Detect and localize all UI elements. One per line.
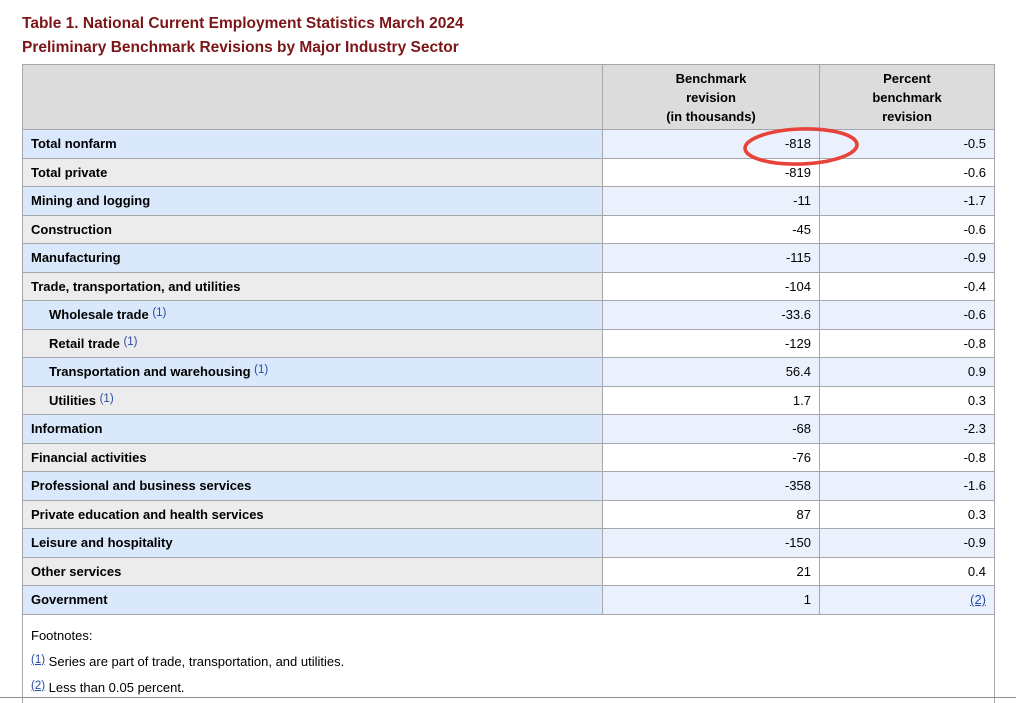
table-row: Financial activities -76 -0.8 [22,442,995,472]
benchmark-revision-value: 56.4 [602,357,820,387]
benchmark-revision-value: 87 [602,499,820,529]
footnote-marker-link[interactable]: (1) [31,653,46,666]
benchmark-revision-value: -104 [602,271,820,301]
table-row: Total nonfarm -818 -0.5 [22,129,995,159]
percent-benchmark-revision-value: -1.6 [819,471,995,501]
row-label: Other services [22,556,603,586]
percent-benchmark-revision-value: -0.8 [819,328,995,358]
percent-benchmark-revision-value: -0.8 [819,442,995,472]
row-label: Wholesale trade (1) [22,300,603,330]
bottom-divider [0,697,1016,698]
benchmark-revision-value: 21 [602,556,820,586]
row-label: Financial activities [22,442,603,472]
table-row: Total private -819 -0.6 [22,157,995,187]
title-line-2: Preliminary Benchmark Revisions by Major… [22,39,459,56]
table-row: Other services 21 0.4 [22,556,995,586]
table-row: Government 1 (2) [22,585,995,615]
header-cell-empty [22,64,603,130]
percent-benchmark-revision-value: -0.4 [819,271,995,301]
table-row: Manufacturing -115 -0.9 [22,243,995,273]
footnote-ref-link[interactable]: (1) [99,392,114,405]
table-header-row: Benchmark revision (in thousands) Percen… [22,64,995,130]
table-row: Wholesale trade (1) -33.6 -0.6 [22,300,995,330]
table-row: Information -68 -2.3 [22,414,995,444]
benchmark-revision-value: 1 [602,585,820,615]
row-label: Mining and logging [22,186,603,216]
row-label: Trade, transportation, and utilities [22,271,603,301]
table-row: Utilities (1) 1.7 0.3 [22,385,995,415]
title-line-1: Table 1. National Current Employment Sta… [22,15,464,32]
percent-benchmark-revision-value: -0.9 [819,243,995,273]
table-row: Construction -45 -0.6 [22,214,995,244]
row-label: Private education and health services [22,499,603,529]
row-label: Transportation and warehousing (1) [22,357,603,387]
percent-benchmark-revision-value: -0.6 [819,300,995,330]
benchmark-revision-value: -11 [602,186,820,216]
footnote-marker-link[interactable]: (2) [31,679,46,692]
benchmark-revision-value: -819 [602,157,820,187]
percent-benchmark-revision-value: -0.6 [819,157,995,187]
benchmark-revision-value: -33.6 [602,300,820,330]
row-label: Professional and business services [22,471,603,501]
header-cell-percent-benchmark-revision: Percent benchmark revision [819,64,995,130]
table-row: Retail trade (1) -129 -0.8 [22,328,995,358]
row-label: Utilities (1) [22,385,603,415]
table-row: Private education and health services 87 0… [22,499,995,529]
benchmark-revision-value: -129 [602,328,820,358]
benchmark-revision-value: 1.7 [602,385,820,415]
footnote-line: (1) Series are part of trade, transporta… [31,653,345,669]
table-row: Transportation and warehousing (1) 56.4 0.… [22,357,995,387]
percent-benchmark-revision-value: 0.4 [819,556,995,586]
percent-benchmark-revision-value: 0.3 [819,385,995,415]
row-label: Total nonfarm [22,129,603,159]
header-cell-benchmark-revision: Benchmark revision (in thousands) [602,64,820,130]
table-row: Trade, transportation, and utilities -104… [22,271,995,301]
benchmark-revisions-table: Benchmark revision (in thousands) Percen… [22,64,995,703]
table-row: Professional and business services -358 -1… [22,471,995,501]
table-row: Mining and logging -11 -1.7 [22,186,995,216]
percent-benchmark-revision-value: 0.3 [819,499,995,529]
benchmark-revision-value: -68 [602,414,820,444]
benchmark-revision-value: -818 [602,129,820,159]
footnote-ref-link[interactable]: (2) [970,592,986,608]
percent-benchmark-revision-value: -0.5 [819,129,995,159]
footnotes-heading: Footnotes: [31,627,93,643]
percent-benchmark-revision-value: -0.9 [819,528,995,558]
footnote-ref-link[interactable]: (1) [254,364,269,377]
row-label: Information [22,414,603,444]
percent-benchmark-revision-value: -2.3 [819,414,995,444]
benchmark-revision-value: -45 [602,214,820,244]
percent-benchmark-revision-value: 0.9 [819,357,995,387]
benchmark-revision-value: -115 [602,243,820,273]
benchmark-revision-value: -76 [602,442,820,472]
row-label: Manufacturing [22,243,603,273]
row-label: Government [22,585,603,615]
row-label: Total private [22,157,603,187]
benchmark-revision-value: -150 [602,528,820,558]
page-title: Table 1. National Current Employment Sta… [22,12,464,60]
footnotes-row: Footnotes: (1) Series are part of trade,… [22,613,995,703]
row-label: Construction [22,214,603,244]
benchmark-revision-value: -358 [602,471,820,501]
footnotes-section: Footnotes: (1) Series are part of trade,… [22,613,995,703]
table-row: Leisure and hospitality -150 -0.9 [22,528,995,558]
row-label: Leisure and hospitality [22,528,603,558]
percent-benchmark-revision-value: -1.7 [819,186,995,216]
footnote-ref-link[interactable]: (1) [123,335,138,348]
footnote-ref-link[interactable]: (1) [152,307,167,320]
percent-benchmark-revision-value: -0.6 [819,214,995,244]
percent-benchmark-revision-value: (2) [819,585,995,615]
row-label: Retail trade (1) [22,328,603,358]
footnote-line: (2) Less than 0.05 percent. [31,679,185,695]
